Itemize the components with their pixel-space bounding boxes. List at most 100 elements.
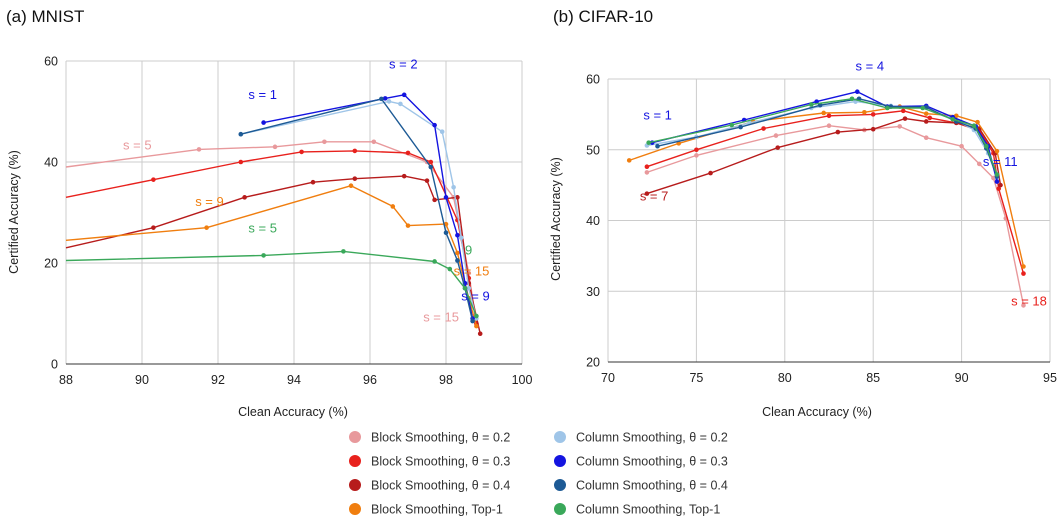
mnist-data-point xyxy=(474,324,479,329)
mnist-data-point xyxy=(455,258,460,263)
cifar10-x-tick-label: 80 xyxy=(778,371,792,385)
mnist-data-point xyxy=(406,223,411,228)
mnist-data-point xyxy=(197,147,202,152)
mnist-annotation: s = 1 xyxy=(248,87,277,102)
mnist-x-tick-label: 98 xyxy=(439,373,453,387)
mnist-annotation: s = 9 xyxy=(195,194,224,209)
mnist-panel-title: (a) MNIST xyxy=(6,7,84,26)
cifar10-annotation: s = 18 xyxy=(1011,293,1047,308)
mnist-data-point xyxy=(151,177,156,182)
mnist-series-line-col_0-3 xyxy=(264,95,473,319)
mnist-series-line-col_top1 xyxy=(66,251,476,316)
mnist-annotation: s = 5 xyxy=(123,137,152,152)
mnist-data-point xyxy=(349,183,354,188)
cifar10-annotation: s = 1 xyxy=(643,107,672,122)
cifar10-data-point xyxy=(977,162,982,167)
mnist-data-point xyxy=(470,319,475,324)
cifar10-data-point xyxy=(871,112,876,117)
legend-swatch xyxy=(554,455,566,467)
cifar10-data-point xyxy=(729,123,734,128)
mnist-data-point xyxy=(425,178,430,183)
cifar10-data-point xyxy=(995,149,1000,154)
cifar10-data-point xyxy=(694,153,699,158)
mnist-x-tick-label: 94 xyxy=(287,373,301,387)
cifar10-data-point xyxy=(924,111,929,116)
cifar10-data-point xyxy=(972,123,977,128)
mnist-annotation: s = 5 xyxy=(248,221,277,236)
legend-label: Column Smoothing, Top-1 xyxy=(576,503,720,517)
cifar10-data-point xyxy=(809,102,814,107)
cifar10-panel: (b) CIFAR-10 70 75 80 85 90 952030405060 s = … xyxy=(549,7,1057,419)
mnist-x-tick-label: 96 xyxy=(363,373,377,387)
cifar10-data-point xyxy=(897,124,902,129)
mnist-y-tick-label: 0 xyxy=(51,358,58,372)
cifar10-y-tick-label: 50 xyxy=(586,143,600,157)
cifar10-data-point xyxy=(871,127,876,132)
cifar10-y-tick-label: 60 xyxy=(586,73,600,87)
cifar10-y-tick-label: 40 xyxy=(586,214,600,228)
cifar10-data-point xyxy=(836,130,841,135)
cifar10-data-point xyxy=(885,106,890,111)
mnist-y-tick-label: 20 xyxy=(44,257,58,271)
cifar10-data-point xyxy=(645,170,650,175)
mnist-panel: (a) MNIST 88 90 92 94 96 98 100 0 20 40 60 s = 5 s … xyxy=(6,7,532,419)
mnist-annotation: s = 2 xyxy=(389,57,418,72)
cifar10-data-point xyxy=(959,144,964,149)
legend-swatch xyxy=(349,455,361,467)
mnist-data-point xyxy=(444,230,449,235)
cifar10-data-point xyxy=(975,120,980,125)
cifar10-data-point xyxy=(694,147,699,152)
cifar10-annotations: s = 1 s = 4 s = 11 s = 7 s = 18 xyxy=(640,59,1047,309)
cifar10-data-point xyxy=(862,110,867,115)
cifar10-data-point xyxy=(761,126,766,131)
cifar10-data-point xyxy=(775,145,780,150)
mnist-x-tick-label: 90 xyxy=(135,373,149,387)
cifar10-series-line-block_0-2 xyxy=(647,126,1024,306)
mnist-data-point xyxy=(151,225,156,230)
legend-swatch xyxy=(349,431,361,443)
mnist-data-point xyxy=(322,140,327,145)
mnist-annotation: s = 15 xyxy=(423,310,459,325)
legend-swatch xyxy=(349,479,361,491)
cifar10-x-axis-title: Clean Accuracy (%) xyxy=(762,405,872,419)
mnist-data-point xyxy=(299,150,304,155)
cifar10-data-point xyxy=(924,119,929,124)
cifar10-data-point xyxy=(645,164,650,169)
mnist-data-point xyxy=(474,314,479,319)
cifar10-annotation: s = 7 xyxy=(640,189,669,204)
legend-label: Column Smoothing, θ = 0.2 xyxy=(576,431,728,445)
mnist-data-point xyxy=(451,185,456,190)
mnist-series-line-col_0-4 xyxy=(241,99,473,321)
cifar10-data-point xyxy=(950,117,955,122)
mnist-data-point xyxy=(429,165,434,170)
mnist-data-point xyxy=(311,180,316,185)
cifar10-series-line-block_0-4 xyxy=(647,119,1001,194)
cifar10-x-tick-label: 70 xyxy=(601,371,615,385)
mnist-data-point xyxy=(406,151,411,156)
mnist-annotation: s = 9 xyxy=(461,288,490,303)
cifar10-data-point xyxy=(903,116,908,121)
cifar10-data-point xyxy=(738,125,743,130)
legend-swatch xyxy=(554,479,566,491)
cifar10-series xyxy=(627,89,1026,307)
cifar10-y-tick-label: 30 xyxy=(586,285,600,299)
mnist-data-point xyxy=(455,251,460,256)
legend: Block Smoothing, θ = 0.2 Column Smoothing… xyxy=(349,431,728,517)
mnist-annotation: 9 xyxy=(465,242,472,257)
mnist-data-point xyxy=(444,195,449,200)
cifar10-data-point xyxy=(821,111,826,116)
legend-swatch xyxy=(554,431,566,443)
cifar10-data-point xyxy=(646,140,651,145)
legend-label: Block Smoothing, θ = 0.4 xyxy=(371,479,510,493)
mnist-y-tick-label: 40 xyxy=(44,156,58,170)
mnist-data-point xyxy=(391,204,396,209)
cifar10-x-tick-label: 85 xyxy=(866,371,880,385)
cifar10-data-point xyxy=(708,171,713,176)
mnist-data-point xyxy=(478,331,483,336)
mnist-data-point xyxy=(261,120,266,125)
mnist-series-line-block_top1 xyxy=(66,186,476,326)
mnist-data-point xyxy=(432,198,437,203)
cifar10-data-point xyxy=(827,123,832,128)
cifar10-data-point xyxy=(984,144,989,149)
